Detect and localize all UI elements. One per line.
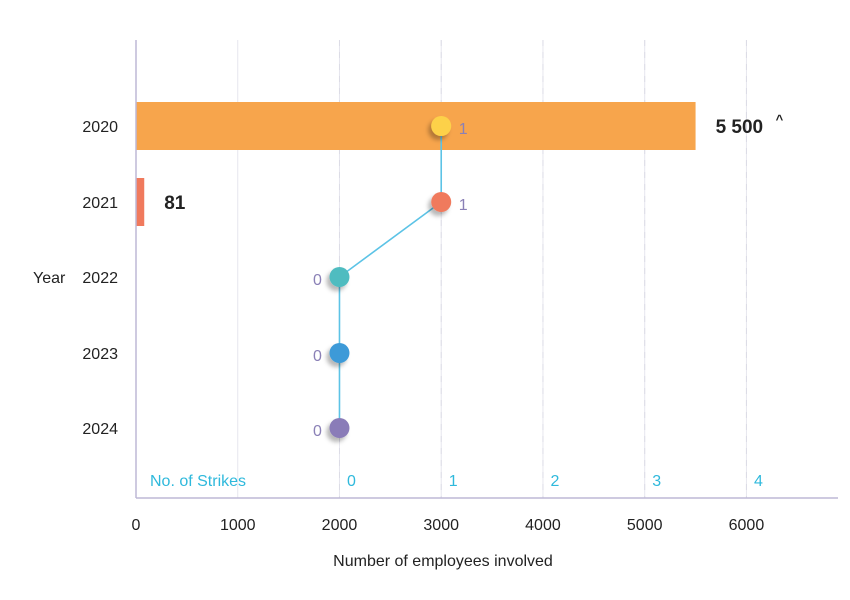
y-tick-label: 2023 [82,346,118,363]
x-tick-label: 0 [132,517,141,534]
y-tick-label: 2021 [82,195,118,212]
strike-point-2024 [329,418,350,438]
strike-tick-label: 1 [449,473,458,490]
strike-line [338,126,443,428]
x-axis-title: Number of employees involved [333,553,553,570]
x-tick-label: 6000 [729,517,765,534]
strike-value-label: 1 [459,197,468,214]
strike-value-label: 0 [313,272,322,289]
x-tick-label: 4000 [525,517,561,534]
bar-value-label: 81 [164,193,186,214]
strike-point-2020 [431,116,452,136]
strike-series [329,116,452,438]
strike-tick-label: 2 [551,473,560,490]
strike-value-label: 1 [459,121,468,138]
y-tick-label: 2024 [82,421,118,438]
bar-value-footnote-mark: ^ [776,112,784,127]
bar-value-label: 5 500 [716,117,764,138]
x-tick-label: 2000 [322,517,358,534]
labels: Year Number of employees involved No. of… [33,112,784,570]
bar-2021 [136,178,145,226]
x-tick-label: 1000 [220,517,256,534]
strike-point-2021 [431,192,452,212]
x-tick-label: 5000 [627,517,663,534]
strike-value-label: 0 [313,348,322,365]
strike-axis-title: No. of Strikes [150,473,246,490]
x-tick-label: 3000 [423,517,459,534]
y-axis-title: Year [33,270,66,287]
employee-bars [136,102,696,226]
y-tick-label: 2020 [82,119,118,136]
strike-tick-label: 4 [754,473,763,490]
strike-tick-label: 0 [347,473,356,490]
y-tick-label: 2022 [82,270,118,287]
strike-point-2023 [329,343,350,363]
axes [135,40,838,499]
strike-tick-label: 3 [652,473,661,490]
strike-value-label: 0 [313,423,322,440]
bar-2020 [136,102,696,150]
strike-point-2022 [329,267,350,287]
